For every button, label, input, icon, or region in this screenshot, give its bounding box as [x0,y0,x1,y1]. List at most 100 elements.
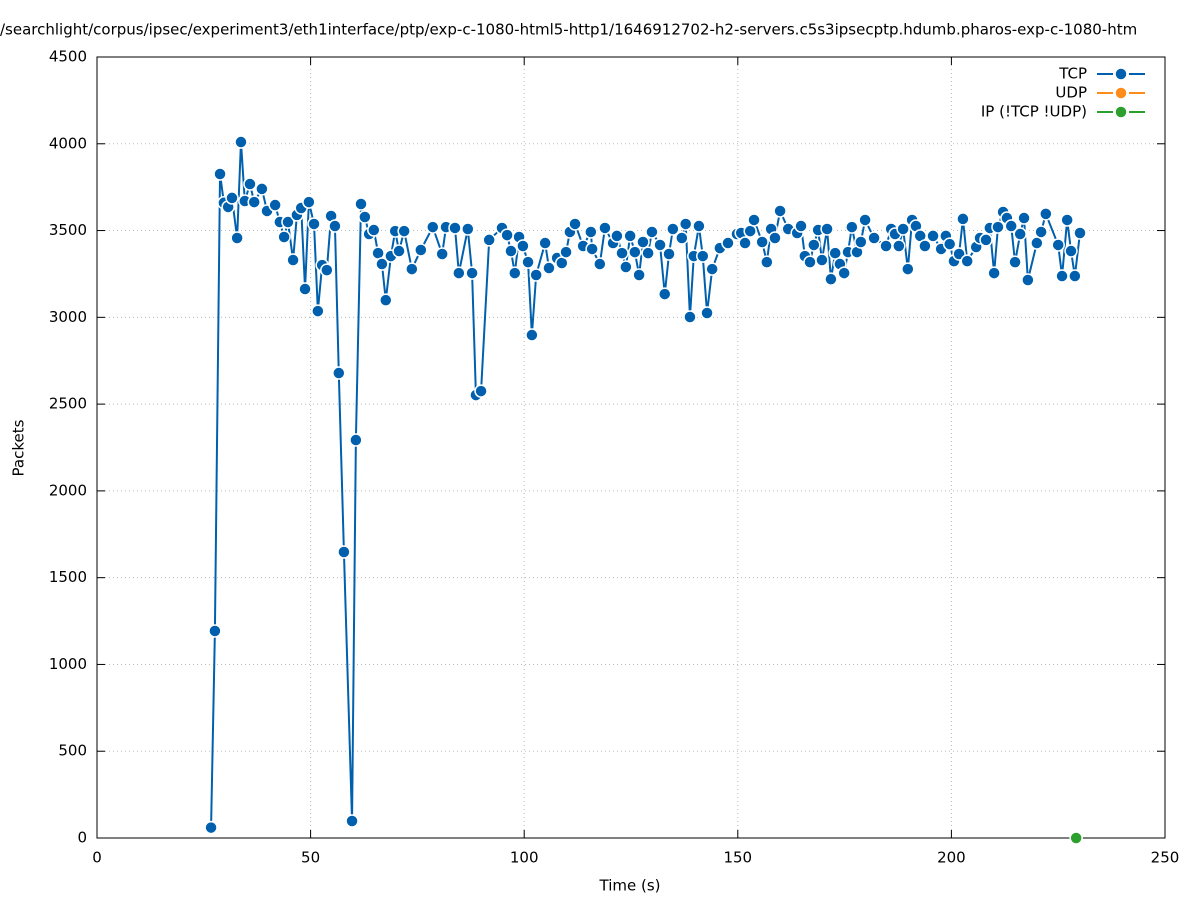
data-point [286,253,300,267]
data-point [508,266,522,280]
data-point [337,545,351,559]
chart-title: /searchlight/corpus/ipsec/experiment3/et… [0,21,1137,39]
data-point [354,197,368,211]
data-point [628,245,642,259]
data-point [991,220,1005,234]
data-point [559,245,573,259]
x-axis-label: Time (s) [599,877,661,895]
data-point [405,262,419,276]
data-point [598,221,612,235]
data-point [657,287,672,301]
data-point [645,225,659,239]
x-tick-label: 0 [92,849,102,867]
legend-label: IP (!TCP !UDP) [981,103,1087,121]
data-point [675,231,689,245]
x-tick-label: 100 [510,849,539,867]
data-point [1064,244,1078,258]
data-point [525,328,539,342]
data-point [397,224,411,238]
data-point [747,213,761,227]
data-point [845,220,859,234]
data-point [213,167,227,181]
data-point [230,231,244,245]
data-point [1060,213,1074,227]
data-point [987,266,1001,280]
data-point [1055,269,1069,283]
data-point [867,231,881,245]
legend-swatch [1114,67,1128,81]
data-point [349,433,363,447]
data-point [320,263,334,277]
data-point [500,228,514,242]
data-point [482,233,496,247]
data-point [268,198,282,212]
data-point [461,222,475,236]
data-point [721,236,735,250]
x-tick-label: 50 [301,849,320,867]
data-point [367,223,381,237]
data-point [858,213,872,227]
data-point [255,182,269,196]
data-point [623,229,637,243]
data-point [521,255,535,269]
data-point [1017,211,1031,225]
data-point [1073,226,1087,240]
data-point [979,233,993,247]
data-point [918,239,932,253]
data-point [666,222,680,236]
data-point [1030,236,1044,250]
data-point [1051,238,1065,252]
data-point [942,237,957,251]
data-point [700,306,714,320]
data-point [307,217,321,231]
data-point [653,238,667,252]
data-point [773,204,787,218]
data-point [426,220,440,234]
x-tick-label: 250 [1151,849,1180,867]
data-point [529,268,543,282]
data-point [568,217,582,231]
data-point [1004,219,1018,233]
legend-swatch [1114,105,1128,119]
data-point [692,219,706,233]
y-tick-label: 3000 [49,308,87,326]
data-point [375,257,389,271]
data-point [465,266,479,280]
data-point [585,242,599,256]
data-point [593,257,607,271]
data-point [225,191,239,205]
data-point [641,246,655,260]
data-point [414,243,428,257]
data-point [803,255,817,269]
data-point [392,244,406,258]
data-point [328,219,342,233]
data-point [452,266,466,280]
data-point [662,247,676,261]
data-point [1039,207,1053,221]
data-point [896,222,910,236]
data-point [760,255,774,269]
data-point [311,304,325,318]
data-point [1034,225,1048,239]
x-tick-label: 200 [937,849,966,867]
data-point [837,266,851,280]
data-point [538,236,552,250]
data-point [345,814,359,828]
data-point [956,212,970,226]
y-axis-label: Packets [10,419,28,476]
data-point [619,260,633,274]
y-tick-label: 500 [58,742,87,760]
data-point [584,225,598,239]
data-point [828,246,842,260]
data-point [738,236,752,250]
data-point [358,210,372,224]
data-point [516,239,530,253]
data-point [243,177,257,191]
data-point [234,135,248,149]
y-tick-label: 1500 [49,568,87,586]
y-tick-label: 4000 [49,134,87,152]
data-point [204,820,218,835]
data-point [379,293,393,307]
data-point [926,229,940,243]
